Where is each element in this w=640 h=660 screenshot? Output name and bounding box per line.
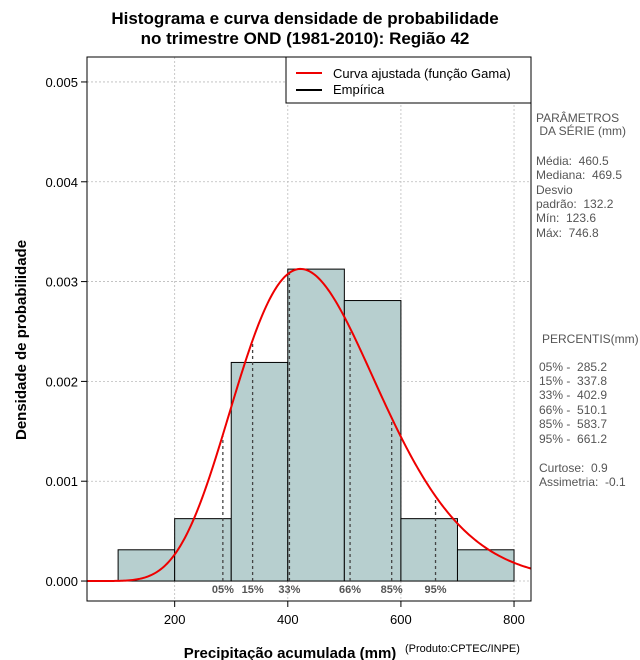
- params-heading2: DA SÉRIE (mm): [536, 124, 627, 138]
- param-min: Mín: 123.6: [536, 211, 597, 225]
- histogram-bar: [343, 300, 402, 582]
- axes: 200 400 600 800 0.000 0.001 0.002 0.003 0.004 0.0…: [45, 75, 524, 627]
- param-media: Média: 460.5: [536, 154, 609, 168]
- x-tick-label: 800: [503, 612, 525, 627]
- param-max: Máx: 746.8: [536, 226, 599, 240]
- x-tick-label: 400: [277, 612, 299, 627]
- x-tick-label: 600: [390, 612, 412, 627]
- legend: Curva ajustada (função Gama) Empírica: [285, 56, 532, 104]
- chart-title-line2: no trimestre OND (1981-2010): Região 42: [140, 29, 470, 48]
- y-tick-label: 0.003: [45, 275, 78, 290]
- y-tick-label: 0.004: [45, 175, 78, 190]
- x-tick-label: 200: [164, 612, 186, 627]
- percentile-label: 05%: [212, 584, 234, 596]
- percentis-heading: PERCENTIS(mm): [542, 332, 639, 346]
- param-desvio-2: padrão: 132.2: [536, 197, 614, 211]
- chart-title-line1: Histograma e curva densidade de probabil…: [111, 9, 499, 28]
- percentil-row: 95% - 661.2: [539, 432, 608, 446]
- x-axis-label: Precipitação acumulada (mm): [184, 645, 397, 660]
- param-mediana: Mediana: 469.5: [536, 168, 623, 182]
- percentil-row: 33% - 402.9: [539, 388, 608, 402]
- y-tick-label: 0.002: [45, 374, 78, 389]
- percentile-label: 66%: [339, 584, 361, 596]
- percentil-row: 05% - 285.2: [539, 360, 608, 374]
- percentile-lines: 05% 15% 33% 66% 85% 95%: [212, 272, 447, 596]
- percentil-row: 66% - 510.1: [539, 403, 608, 417]
- y-tick-label: 0.005: [45, 75, 78, 90]
- percentile-label: 33%: [278, 584, 300, 596]
- percentile-label: 85%: [381, 584, 403, 596]
- percentile-label: 15%: [242, 584, 264, 596]
- legend-empirical-label: Empírica: [333, 82, 385, 97]
- legend-fitted-label: Curva ajustada (função Gama): [333, 66, 511, 81]
- fitted-gamma-curve: [87, 267, 532, 583]
- percentil-row: 85% - 583.7: [539, 417, 608, 431]
- y-tick-label: 0.000: [45, 574, 78, 589]
- histogram-bar: [230, 361, 289, 582]
- histogram-bar: [400, 518, 458, 582]
- histogram-bars: [117, 268, 515, 582]
- assimetria: Assimetria: -0.1: [539, 475, 626, 489]
- param-desvio-1: Desvio: [536, 183, 573, 197]
- fitted-curve-layer: [87, 267, 532, 583]
- histogram-bar: [456, 549, 515, 582]
- histogram-bar: [287, 268, 345, 582]
- percentile-label: 95%: [425, 584, 447, 596]
- params-heading1: PARÂMETROS: [536, 111, 620, 125]
- percentil-row: 15% - 337.8: [539, 374, 608, 388]
- curtose: Curtose: 0.9: [539, 461, 608, 475]
- y-tick-label: 0.001: [45, 474, 78, 489]
- source-label: (Produto:CPTEC/INPE): [405, 643, 520, 655]
- y-axis-label: Densidade de probabilidade: [13, 239, 30, 440]
- legend-box: [285, 56, 532, 104]
